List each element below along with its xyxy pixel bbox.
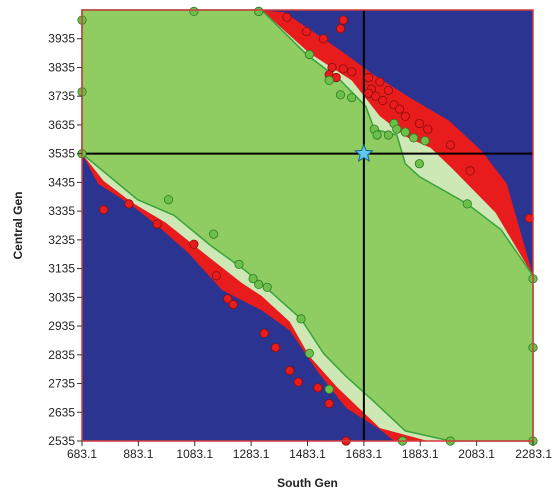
red-data-point (318, 34, 329, 44)
y-tick-label: 3635 (48, 118, 75, 132)
red-data-point (189, 239, 199, 249)
red-data-point (363, 72, 374, 83)
y-tick-label: 2835 (48, 348, 75, 362)
operating-point-star-icon (354, 143, 374, 162)
x-axis-title: South Gen (277, 476, 338, 490)
red-data-point (124, 199, 134, 209)
red-data-point (378, 95, 388, 106)
green-data-point (248, 274, 258, 284)
red-data-point (375, 77, 385, 87)
green-data-point (189, 6, 199, 16)
green-data-point (347, 93, 357, 103)
y-tick-label: 3835 (48, 60, 75, 74)
red-data-point (270, 342, 281, 353)
y-tick-label: 2535 (48, 434, 75, 448)
red-data-point (152, 219, 162, 229)
green-data-point (234, 259, 244, 269)
red-data-point (259, 328, 269, 338)
red-data-point (338, 64, 348, 74)
y-tick-label: 3335 (48, 204, 75, 218)
green-data-point (392, 124, 402, 134)
green-data-point (400, 127, 410, 137)
y-tick-label: 3035 (48, 290, 75, 304)
x-tick-label: 1483.1 (289, 447, 326, 461)
red-data-point (313, 383, 323, 393)
red-data-point (383, 85, 393, 96)
green-data-point (262, 282, 272, 292)
y-tick-label: 3435 (48, 175, 75, 189)
y-tick-label: 3735 (48, 89, 75, 103)
red-data-point (524, 213, 534, 223)
green-data-point (409, 133, 419, 143)
red-data-point (223, 294, 233, 304)
green-data-point (296, 314, 306, 324)
x-tick-label: 1283.1 (233, 447, 270, 461)
red-data-point (99, 205, 109, 215)
green-data-point (209, 229, 219, 239)
red-data-point (338, 15, 348, 25)
x-tick-label: 2283.1 (515, 447, 552, 461)
green-data-point (335, 90, 346, 100)
red-data-point (228, 299, 238, 310)
x-tick-label: 2083.1 (458, 447, 495, 461)
y-tick-label: 3235 (48, 233, 75, 247)
green-data-point (420, 136, 430, 146)
y-tick-label: 3935 (48, 32, 75, 46)
red-data-point (347, 67, 357, 77)
green-data-point (414, 159, 424, 169)
red-data-point (301, 27, 312, 37)
green-data-point (163, 195, 174, 205)
green-data-point (324, 75, 334, 86)
green-data-point (462, 199, 472, 209)
red-data-point (465, 166, 475, 176)
red-data-point (423, 124, 433, 134)
x-tick-label: 1883.1 (402, 447, 439, 461)
red-data-point (394, 104, 405, 114)
green-data-point (324, 384, 334, 394)
red-data-point (285, 365, 295, 376)
x-tick-label: 883.1 (123, 447, 153, 461)
red-data-point (445, 140, 455, 150)
green-data-point (304, 49, 314, 60)
x-tick-label: 1083.1 (176, 447, 213, 461)
green-data-point (372, 130, 382, 140)
green-data-point (254, 6, 264, 16)
red-data-point (400, 111, 410, 121)
green-data-point (254, 279, 264, 289)
red-data-point (211, 271, 221, 281)
x-tick-label: 683.1 (67, 447, 97, 461)
red-data-point (371, 91, 381, 101)
x-tick-label: 1683.1 (346, 447, 383, 461)
y-tick-label: 2735 (48, 377, 75, 391)
red-data-point (414, 118, 424, 129)
green-data-point (304, 348, 314, 358)
y-tick-label: 3535 (48, 147, 75, 161)
y-axis-title: Central Gen (11, 191, 25, 259)
green-data-point (383, 130, 393, 140)
red-data-point (335, 24, 346, 34)
red-data-point (282, 12, 292, 22)
red-data-point (293, 377, 303, 387)
red-data-point (324, 398, 334, 409)
y-tick-label: 2935 (48, 319, 75, 333)
y-tick-label: 2635 (48, 405, 75, 419)
y-tick-label: 3135 (48, 262, 75, 276)
